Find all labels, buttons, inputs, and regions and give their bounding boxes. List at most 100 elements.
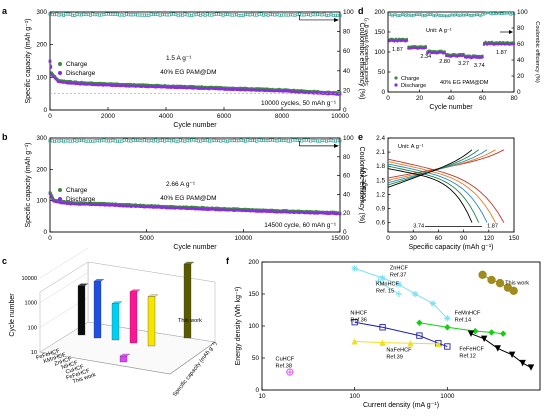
panel-c-bar-top <box>111 301 123 304</box>
panel-d-ce-point <box>397 14 401 17</box>
panel-f-xlabel: Current density (mA g⁻¹) <box>363 402 439 409</box>
panel-b-ylabel: Specific capacity (mAh g⁻¹) <box>25 143 32 228</box>
panel-c-category-label: CuHCF <box>65 364 85 376</box>
panel-d-ce-point <box>407 14 410 17</box>
panel-b-xlabel: Cycle number <box>173 244 217 251</box>
panel-b-y2tick-label: 40 <box>343 191 351 198</box>
panel-d-y2label: Coulombic efficiency (%) <box>534 21 540 83</box>
panel-f-femnhcf-point <box>444 324 451 331</box>
panel-d-xlabel: Cycle number <box>429 104 473 111</box>
panel-c-bar-top <box>119 353 131 357</box>
panel-b-legend-charge-marker <box>58 188 62 192</box>
panel-a-y2tick-label: 80 <box>343 29 351 36</box>
panel-d-ce-point <box>490 12 494 16</box>
panel-e-discharge-curve <box>387 168 473 223</box>
panel-a-material-annotation: 40% EG PAM@DM <box>160 69 216 76</box>
panel-e-ytick-label: 1.2 <box>376 191 385 198</box>
panel-c-bar-top <box>93 279 105 282</box>
panel-d-ce-point <box>495 12 498 15</box>
panel-f-cuhcf-point-cross <box>286 368 294 376</box>
panel-d-ce-point <box>487 11 491 15</box>
panel-f-nafehcf-point <box>407 340 414 347</box>
panel-d-ce-point <box>437 13 440 17</box>
panel-b-ce-point <box>338 139 342 143</box>
panel-b-legend-discharge-marker <box>58 197 62 201</box>
panel-d-ce-point <box>452 14 456 17</box>
panel-b-cycles-annotation: 14500 cycle, 60 mAh g⁻¹ <box>264 222 337 229</box>
panel-e-letter: e <box>358 132 363 142</box>
panel-d-ce-point <box>474 13 478 17</box>
panel-e-unit-label: Unit: A g⁻¹ <box>398 144 424 150</box>
panel-d-xtick-label: 60 <box>479 95 487 102</box>
panel-d-y2tick-label: 0 <box>517 89 521 96</box>
panel-f-kmnhcf-point <box>375 278 382 285</box>
panel-d-y2tick-label: 80 <box>517 25 525 32</box>
panel-e-xtick-label: 30 <box>410 235 418 242</box>
panel-d-ce-point <box>504 11 508 15</box>
panel-b-xtick-label: 15000 <box>331 235 349 242</box>
panel-f-nihcf-label: NiHCF <box>350 310 367 316</box>
panel-c-category-label: ZnHCF <box>54 356 74 367</box>
panel-d-legend-discharge-marker <box>394 83 398 87</box>
panel-f-nihcf-ref: Ref.36 <box>350 317 366 323</box>
panel-b-y2tick-label: 20 <box>343 210 351 217</box>
panel-f-femnhcf-point <box>416 319 423 326</box>
panel-d-xtick-label: 40 <box>447 95 455 102</box>
panel-a-discharge-point <box>49 65 53 69</box>
panel-e-ytick-label: 0.9 <box>376 206 385 213</box>
panel-d-ce-point <box>509 13 513 16</box>
panel-e-charge-curve <box>387 149 473 188</box>
panel-c-bar-top <box>147 294 159 297</box>
panel-d-ce-point <box>427 13 431 16</box>
panel-d-ce-point <box>416 13 420 16</box>
panel-d-ce-point <box>443 14 446 18</box>
panel-f-kmnhcf-label: KMnHCF <box>376 282 400 288</box>
panel-d-discharge-point <box>481 55 484 59</box>
panel-d-ce-point <box>400 13 404 16</box>
panel-a-y2tick-label: 60 <box>343 48 351 55</box>
panel-d-xtick-label: 80 <box>510 95 518 102</box>
panel-d-ce-point <box>476 13 480 16</box>
panel-b-xtick-label: 0 <box>48 235 52 242</box>
panel-b-y2tick-label: 100 <box>343 135 354 142</box>
panel-d-xtick-label: 0 <box>386 95 390 102</box>
panel-d-ce-point <box>512 12 516 16</box>
panel-f-nihcf-point <box>351 319 358 326</box>
panel-d-ce-point <box>432 14 435 17</box>
panel-b-y2tick-label: 80 <box>343 154 351 161</box>
panel-b-legend-charge: Charge <box>66 187 88 194</box>
panel-c-ytick-label: 1000 <box>25 301 37 307</box>
panel-d-ce-point <box>454 13 457 16</box>
panel-d-discharge-point <box>424 46 428 50</box>
panel-d-ytick-label: 0 <box>381 89 385 96</box>
panel-b-arrow-head <box>334 143 339 148</box>
panel-f-this-work-point <box>478 270 487 279</box>
panel-a-rate-annotation: 1.5 A g⁻¹ <box>166 55 192 62</box>
panel-d-discharge-point <box>405 39 409 42</box>
panel-d-y2tick-label: 100 <box>517 9 528 16</box>
panel-c-bar <box>77 285 86 336</box>
panel-c-bar <box>147 296 156 347</box>
panel-f-znhcf-point <box>379 274 386 282</box>
panel-d-ce-point <box>467 13 470 17</box>
panel-d-ce-point <box>438 14 442 17</box>
panel-d-ce-point <box>481 13 484 16</box>
panel-d-ce-point <box>445 14 448 18</box>
panel-b-y2label: Coulombic efficiency (%) <box>358 147 365 224</box>
panel-e-discharge-curve <box>387 161 496 223</box>
panel-a-y2tick-label: 20 <box>343 87 351 94</box>
panel-f-ytick-label: 200 <box>248 259 259 266</box>
panel-d-ylabel: Specific capacity (mAh g⁻¹) <box>364 18 370 86</box>
panel-f-znhcf-label: ZnHCF <box>390 266 409 272</box>
panel-a-xtick-label: 10000 <box>331 113 349 120</box>
panel-d-ce-point <box>449 13 453 17</box>
panel-f-nihcf-point <box>416 332 423 339</box>
panel-f-nafehcf-label: NaFeHCF <box>386 348 412 354</box>
panel-f-xtick-label: 10 <box>258 393 266 400</box>
panel-e-discharge-curve <box>387 165 480 223</box>
panel-b-ytick-label: 300 <box>36 135 47 142</box>
panel-f-fefehcf-point <box>481 335 488 342</box>
panel-d-rate-label: 2.34 <box>420 54 431 60</box>
